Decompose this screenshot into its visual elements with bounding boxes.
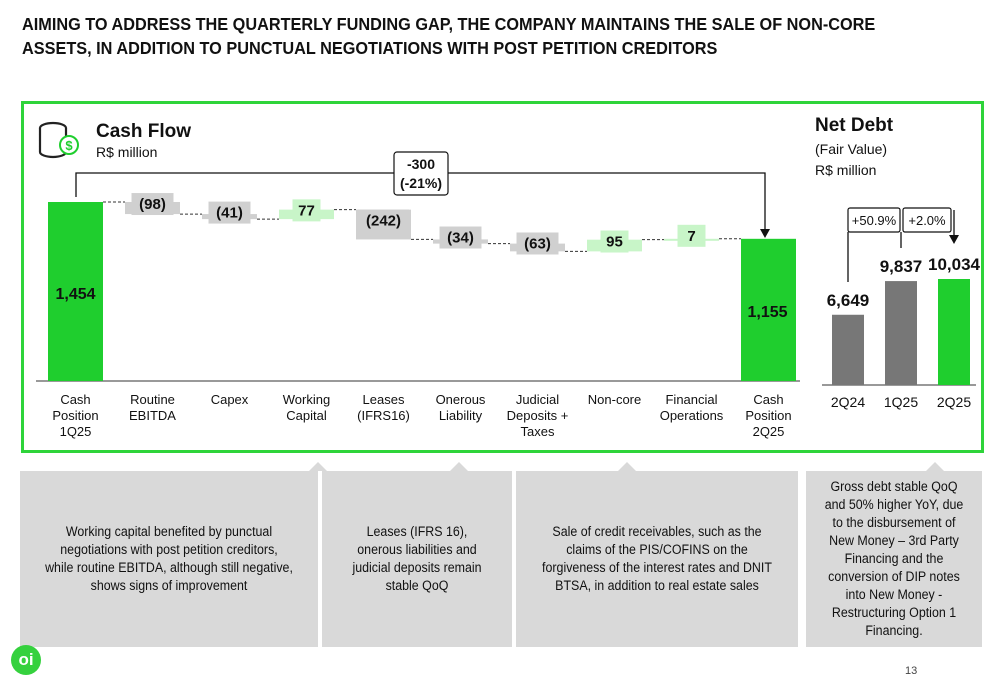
category-label: Capital: [286, 408, 327, 423]
category-label: Capex: [211, 392, 249, 407]
growth-label-box: [847, 207, 901, 233]
money-stack-icon: $: [38, 121, 79, 159]
growth-label-box: [902, 207, 952, 233]
callout-working-capital: Working capital benefited by punctual ne…: [20, 462, 327, 647]
oi-logo: oi: [11, 645, 41, 675]
category-label: Judicial: [516, 392, 559, 407]
category-label: Operations: [660, 408, 724, 423]
category-label: Working: [283, 392, 330, 407]
callout-text: Leases (IFRS 16), onerous liabilities an…: [352, 524, 482, 593]
data-label-bg: [677, 224, 706, 247]
category-label: Leases: [363, 392, 405, 407]
callout-text: Gross debt stable QoQ and 50% higher YoY…: [824, 479, 964, 638]
category-label: Routine: [130, 392, 175, 407]
bar-total: [48, 202, 103, 381]
growth-arrow-head: [949, 235, 959, 244]
callout-text: Sale of credit receivables, such as the …: [542, 524, 772, 593]
logo-text: oi: [18, 650, 34, 669]
data-label: (63): [524, 235, 551, 252]
change-arrow-head: [760, 229, 770, 238]
callout-net-debt: Gross debt stable QoQ and 50% higher YoY…: [806, 462, 982, 647]
cashflow-subtitle: R$ million: [96, 144, 157, 160]
data-label: 1,155: [747, 304, 787, 321]
category-label: Onerous: [436, 392, 486, 407]
netdebt-subtitle-line-1: (Fair Value): [815, 141, 887, 157]
category-label: Position: [52, 408, 98, 423]
data-label: (98): [139, 196, 166, 213]
netdebt-subtitle-line-2: R$ million: [815, 162, 876, 178]
data-label: 7: [687, 228, 695, 245]
callout-leases: Leases (IFRS 16), onerous liabilities an…: [322, 462, 512, 647]
bar-total: [741, 238, 796, 381]
netdebt-category-label: 2Q24: [831, 394, 865, 410]
data-label: 1,454: [55, 286, 95, 303]
netdebt-value-label: 9,837: [880, 257, 923, 276]
netdebt-title: Net Debt: [815, 115, 894, 136]
category-label: Position: [745, 408, 791, 423]
callout-text: Working capital benefited by punctual ne…: [45, 524, 293, 593]
data-label-bg: [208, 201, 251, 224]
data-label: 95: [606, 234, 623, 251]
charts-svg: $ Cash Flow R$ million Net Debt (Fair Va…: [36, 115, 981, 439]
data-label: (242): [366, 213, 401, 230]
change-label: (-21%): [400, 175, 442, 191]
category-label: 2Q25: [753, 424, 785, 439]
svg-text:$: $: [65, 138, 73, 153]
netdebt-bar: [885, 281, 917, 385]
data-label-bg: [131, 193, 174, 216]
netdebt-category-label: 2Q25: [937, 394, 971, 410]
category-label: Liability: [439, 408, 483, 423]
page-number: 13: [905, 665, 918, 677]
category-label: Taxes: [521, 424, 555, 439]
data-label: (41): [216, 205, 243, 222]
category-label: Financial: [665, 392, 717, 407]
netdebt-bar: [938, 279, 970, 385]
data-label-bg: [600, 230, 629, 253]
change-label-box: [393, 151, 449, 196]
netdebt-category-label: 1Q25: [884, 394, 918, 410]
netdebt-value-label: 6,649: [827, 291, 870, 310]
category-label: Non-core: [588, 392, 641, 407]
category-label: EBITDA: [129, 408, 176, 423]
callout-non-core: Sale of credit receivables, such as the …: [516, 462, 798, 647]
change-label: -300: [407, 156, 435, 172]
data-label-bg: [292, 199, 321, 222]
page-title: AIMING TO ADDRESS THE QUARTERLY FUNDING …: [22, 14, 876, 58]
cashflow-title: Cash Flow: [96, 121, 191, 142]
data-label-bg: [516, 232, 559, 255]
netdebt-bar: [832, 314, 864, 385]
data-label-bg: [358, 209, 409, 232]
chart-frame: [21, 101, 984, 453]
data-label: (34): [447, 230, 474, 247]
category-label: Cash: [60, 392, 90, 407]
category-label: Deposits +: [507, 408, 569, 423]
data-label-bg: [439, 226, 482, 249]
netdebt-value-label: 10,034: [928, 255, 981, 274]
category-label: Cash: [753, 392, 783, 407]
category-label: (IFRS16): [357, 408, 410, 423]
growth-label: +50.9%: [852, 213, 897, 228]
data-label: 77: [298, 202, 315, 219]
growth-label: +2.0%: [908, 213, 946, 228]
category-label: 1Q25: [60, 424, 92, 439]
